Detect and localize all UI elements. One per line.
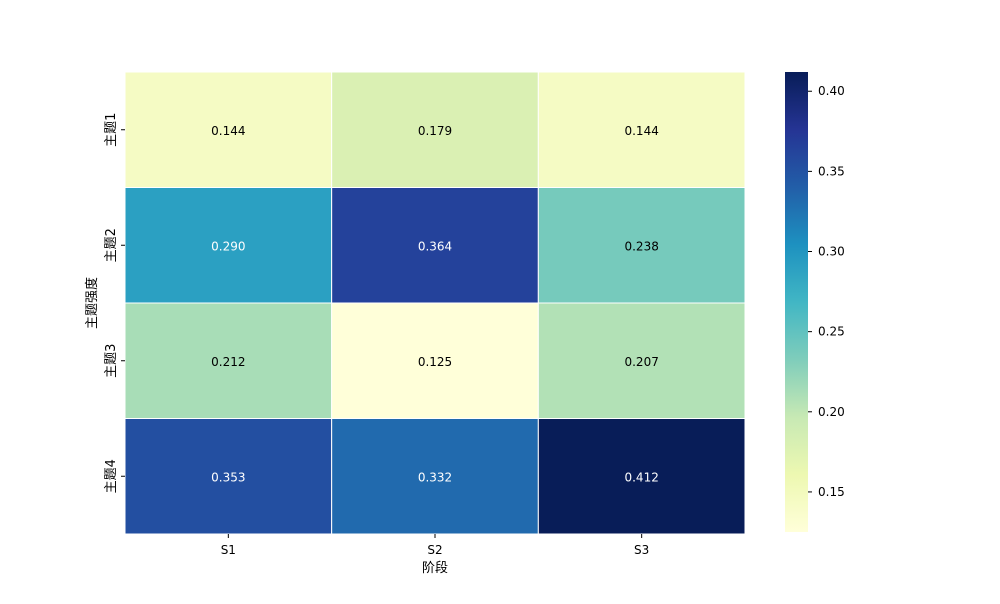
cell-value-label: 0.290 bbox=[211, 239, 245, 253]
y-axis-title: 主题强度 bbox=[84, 277, 100, 329]
cell-value-label: 0.207 bbox=[624, 355, 658, 369]
cell-value-label: 0.179 bbox=[418, 124, 452, 138]
colorbar: 0.15 0.20 0.25 0.30 0.35 0.40 bbox=[785, 72, 845, 532]
y-axis: 主题1 主题2 主题3 主题4 bbox=[104, 113, 125, 493]
cell-value-label: 0.212 bbox=[211, 355, 245, 369]
x-tick-label: S1 bbox=[221, 543, 236, 557]
heatmap-cell bbox=[124, 418, 333, 535]
colorbar-gradient bbox=[785, 72, 808, 532]
cell-value-label: 0.332 bbox=[418, 470, 452, 484]
heatmap-cell bbox=[331, 302, 539, 419]
heatmap-cells bbox=[124, 71, 746, 535]
cell-value-label: 0.412 bbox=[624, 470, 658, 484]
cell-value-label: 0.144 bbox=[211, 124, 245, 138]
heatmap-cell bbox=[124, 71, 333, 188]
heatmap-cell bbox=[537, 187, 746, 304]
heatmap-cell bbox=[124, 187, 333, 304]
cell-value-label: 0.353 bbox=[211, 470, 245, 484]
cell-value-label: 0.144 bbox=[624, 124, 658, 138]
heatmap-cell bbox=[331, 71, 539, 188]
cell-value-label: 0.238 bbox=[624, 239, 658, 253]
x-axis: S1 S2 S3 bbox=[221, 534, 649, 557]
heatmap-cell bbox=[537, 418, 746, 535]
colorbar-tick-label: 0.40 bbox=[818, 84, 845, 98]
y-tick-label: 主题3 bbox=[104, 344, 119, 378]
x-tick-label: S3 bbox=[634, 543, 649, 557]
heatmap-cell bbox=[124, 302, 333, 419]
colorbar-tick-label: 0.20 bbox=[818, 405, 845, 419]
heatmap-cell bbox=[331, 187, 539, 304]
colorbar-tick-label: 0.15 bbox=[818, 485, 845, 499]
y-tick-label: 主题1 bbox=[104, 113, 119, 147]
x-tick-label: S2 bbox=[427, 543, 442, 557]
heatmap-cell bbox=[537, 71, 746, 188]
colorbar-tick-label: 0.35 bbox=[818, 164, 845, 178]
cell-value-label: 0.364 bbox=[418, 239, 452, 253]
colorbar-tick-label: 0.25 bbox=[818, 325, 845, 339]
x-axis-title: 阶段 bbox=[422, 561, 448, 576]
colorbar-tick-label: 0.30 bbox=[818, 245, 845, 259]
y-tick-label: 主题4 bbox=[104, 459, 119, 493]
heatmap-cell-labels: 0.144 0.179 0.144 0.290 0.364 0.238 0.212 0.125… bbox=[211, 124, 659, 485]
colorbar-ticks: 0.15 0.20 0.25 0.30 0.35 0.40 bbox=[808, 84, 845, 499]
y-tick-label: 主题2 bbox=[104, 228, 119, 262]
cell-value-label: 0.125 bbox=[418, 355, 452, 369]
